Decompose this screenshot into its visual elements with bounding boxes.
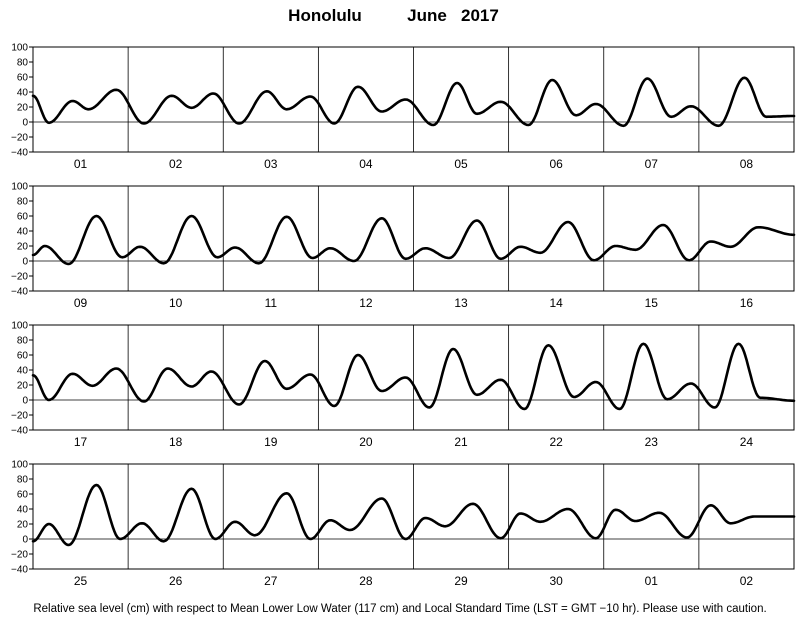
day-label: 23: [645, 435, 659, 449]
y-tick-label: 100: [11, 43, 28, 54]
day-label: 02: [740, 574, 754, 588]
y-tick-label: 80: [17, 475, 29, 486]
chart-title-period: June 2017: [407, 6, 499, 25]
day-label: 16: [740, 296, 754, 310]
y-tick-label: −20: [11, 133, 28, 144]
y-tick-label: 40: [17, 366, 29, 377]
day-label: 11: [265, 296, 278, 310]
y-tick-label: 100: [11, 182, 28, 193]
y-tick-label: 80: [17, 197, 29, 208]
y-tick-label: 40: [17, 227, 29, 238]
day-label: 19: [264, 435, 278, 449]
day-label: 01: [74, 157, 88, 171]
tide-series-line: [31, 76, 796, 128]
day-label: 02: [169, 157, 183, 171]
y-tick-label: 20: [17, 381, 29, 392]
y-tick-label: 20: [17, 103, 29, 114]
y-tick-label: 0: [22, 535, 28, 546]
tide-panel-4: 100 80 60 40 20 0 −20 −40 25 26 27 28 29 30 01 02: [11, 460, 796, 588]
y-tick-label: 0: [22, 396, 28, 407]
day-label: 01: [645, 574, 659, 588]
y-tick-label: −20: [11, 550, 28, 561]
day-label: 12: [359, 296, 373, 310]
day-label: 03: [264, 157, 278, 171]
y-tick-label: 60: [17, 73, 29, 84]
y-tick-label: 60: [17, 351, 29, 362]
y-tick-label: 40: [17, 88, 29, 99]
day-label: 29: [454, 574, 468, 588]
day-label: 21: [454, 435, 468, 449]
tide-series-line: [31, 483, 796, 547]
day-label: 30: [550, 574, 564, 588]
y-tick-label: 100: [11, 321, 28, 332]
y-tick-label: 100: [11, 460, 28, 471]
day-label: 24: [740, 435, 754, 449]
tide-series-line: [31, 342, 796, 411]
y-tick-label: 0: [22, 257, 28, 268]
y-tick-label: 20: [17, 520, 29, 531]
day-label: 04: [359, 157, 373, 171]
day-label: 26: [169, 574, 183, 588]
chart-title-location: Honolulu: [288, 6, 362, 25]
y-tick-label: 40: [17, 505, 29, 516]
day-label: 18: [169, 435, 183, 449]
tide-panel-2: 100 80 60 40 20 0 −20 −40 09 10 11 12 13 14 15 16: [11, 182, 796, 310]
y-tick-label: −40: [11, 565, 28, 576]
day-label: 15: [645, 296, 659, 310]
y-tick-label: −20: [11, 411, 28, 422]
y-tick-label: 80: [17, 336, 29, 347]
day-label: 06: [550, 157, 564, 171]
y-tick-label: 20: [17, 242, 29, 253]
day-label: 05: [454, 157, 468, 171]
chart-caption: Relative sea level (cm) with respect to …: [33, 603, 766, 615]
day-label: 09: [74, 296, 88, 310]
tide-panel-1: 100 80 60 40 20 0 −20 −40 01 02 03 04 05 06 07 08: [11, 43, 796, 171]
y-tick-label: −20: [11, 272, 28, 283]
day-label: 07: [645, 157, 659, 171]
day-label: 14: [550, 296, 564, 310]
y-tick-label: −40: [11, 426, 28, 437]
tide-panel-3: 100 80 60 40 20 0 −20 −40 17 18 19 20 21 22 23 24: [11, 321, 796, 449]
y-tick-label: 60: [17, 490, 29, 501]
day-label: 25: [74, 574, 88, 588]
y-tick-label: 80: [17, 58, 29, 69]
day-label: 22: [550, 435, 564, 449]
day-label: 08: [740, 157, 754, 171]
day-label: 28: [359, 574, 373, 588]
y-tick-label: 60: [17, 212, 29, 223]
y-tick-label: 0: [22, 118, 28, 129]
day-label: 27: [264, 574, 278, 588]
y-tick-label: −40: [11, 148, 28, 159]
y-tick-label: −40: [11, 287, 28, 298]
tide-series-line: [31, 214, 796, 266]
day-label: 17: [74, 435, 88, 449]
day-label: 13: [454, 296, 468, 310]
day-label: 10: [169, 296, 183, 310]
day-label: 20: [359, 435, 373, 449]
